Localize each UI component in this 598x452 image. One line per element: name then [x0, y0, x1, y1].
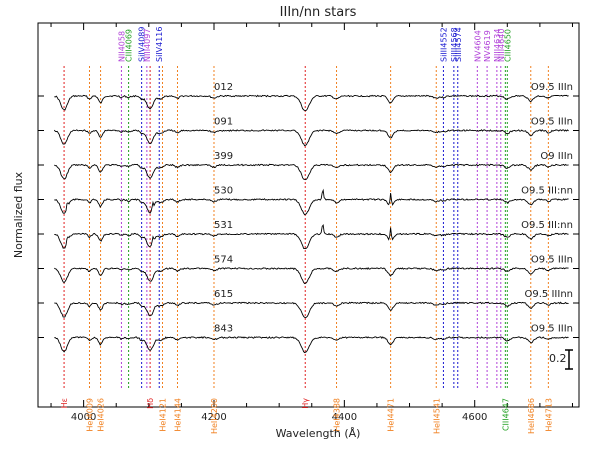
top-label-NV4619: NV4619: [483, 30, 492, 62]
top-label-NIII4634: NIII4634: [493, 29, 502, 62]
chart-title: IIIn/nn stars: [280, 5, 357, 20]
bottom-line-labels: Hε HeI4009 HeI4026 Hδ HeI4121 HeI4144 HeII4200…: [60, 398, 553, 434]
bottom-label-HeI4388: HeI4388: [333, 398, 342, 432]
star-id-843: 843: [214, 324, 233, 335]
top-label-SiIII4568: SiIII4568: [450, 27, 459, 62]
spectral-type-843: O9.5 IIIn: [531, 324, 573, 335]
x-ticks: 4000 4200 4400 4600: [50, 23, 573, 423]
top-label-SiIV4089: SiIV4089: [138, 27, 147, 63]
bottom-label-HeII4200: HeII4200: [210, 398, 219, 434]
spectral-type-615: O9.5 IIInn: [525, 289, 573, 300]
star-labels: 012 O9.5 IIIn 091 O9.5 IIIn 399 O9 IIIn 530 O9.…: [214, 82, 573, 335]
bottom-label-Hε: Hε: [60, 398, 69, 408]
star-id-012: 012: [214, 82, 233, 93]
bottom-label-HeI4713: HeI4713: [544, 398, 553, 432]
spectrum-531: [54, 223, 569, 250]
x-tick-label-4000: 4000: [71, 412, 96, 423]
plot-frame: [37, 22, 580, 408]
top-label-NV4604: NV4604: [473, 30, 482, 62]
spectral-type-531: O9.5 III:nn: [521, 220, 573, 231]
spectrum-399: [54, 163, 569, 181]
bottom-label-HeI4026: HeI4026: [97, 398, 106, 432]
bottom-label-HeII4686: HeII4686: [527, 398, 536, 434]
y-axis-label: Normalized flux: [12, 171, 25, 258]
x-axis-label: Wavelength (Å): [276, 427, 361, 440]
top-label-SiIV4116: SiIV4116: [155, 27, 164, 63]
spectral-type-574: O9.5 IIIn: [531, 255, 573, 266]
bottom-label-HeI4009: HeI4009: [85, 398, 94, 432]
spectrum-615: [54, 301, 569, 319]
top-label-CIII4069: CIII4069: [125, 29, 134, 62]
star-id-531: 531: [214, 220, 233, 231]
bottom-label-HeII4541: HeII4541: [432, 398, 441, 434]
spectrum-012: [54, 94, 569, 112]
spectrum-091: [53, 129, 569, 147]
x-tick-label-4200: 4200: [201, 412, 226, 423]
bottom-label-HeI4144: HeI4144: [173, 398, 182, 432]
spectrum-530: [54, 188, 569, 216]
spectra-group: [38, 94, 579, 354]
top-label-CIII4650: CIII4650: [503, 29, 512, 62]
star-id-615: 615: [214, 289, 233, 300]
top-label-NIII4640: NIII4640: [497, 29, 506, 62]
line-markers: [63, 66, 549, 390]
bottom-label-HeI4471: HeI4471: [387, 398, 396, 432]
star-id-399: 399: [214, 151, 233, 162]
spectral-type-091: O9.5 IIIn: [531, 117, 573, 128]
scale-bar-label: 0.2: [549, 352, 567, 365]
bottom-label-CIII4647: CIII4647: [501, 398, 510, 431]
top-label-NII4058: NII4058: [117, 31, 126, 62]
top-label-SiIII4574: SiIII4574: [454, 27, 463, 62]
spectral-type-012: O9.5 IIIn: [531, 82, 573, 93]
spectrum-843: [54, 336, 569, 354]
spectral-type-530: O9.5 III:nn: [521, 186, 573, 197]
star-id-530: 530: [214, 186, 233, 197]
bottom-label-HeI4121: HeI4121: [158, 398, 167, 432]
x-tick-label-4400: 4400: [332, 412, 357, 423]
bottom-label-Hδ: Hδ: [146, 398, 155, 409]
x-tick-label-4600: 4600: [462, 412, 487, 423]
top-label-NIII4097: NIII4097: [143, 29, 152, 62]
star-id-091: 091: [214, 117, 233, 128]
star-id-574: 574: [214, 255, 233, 266]
spectral-type-399: O9 IIIn: [540, 151, 573, 162]
top-label-SiIII4552: SiIII4552: [439, 27, 448, 62]
bottom-label-Hγ: Hγ: [301, 398, 310, 409]
spectrum-574: [54, 267, 569, 285]
